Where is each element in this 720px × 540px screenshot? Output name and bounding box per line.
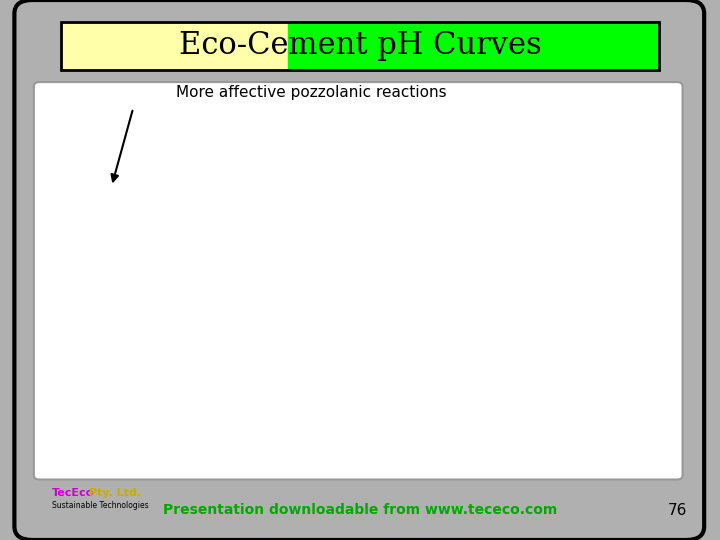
Text: Pty. Ltd.: Pty. Ltd.: [85, 488, 141, 498]
FancyBboxPatch shape: [34, 82, 683, 480]
Text: Presentation downloadable from www.tececo.com: Presentation downloadable from www.tecec…: [163, 503, 557, 517]
Text: 76: 76: [668, 503, 688, 518]
Text: TecEco: TecEco: [52, 488, 94, 498]
Text: Sustainable Technologies: Sustainable Technologies: [52, 502, 148, 510]
Bar: [288, 22, 659, 70]
FancyBboxPatch shape: [14, 0, 704, 540]
Text: More affective pozzolanic reactions: More affective pozzolanic reactions: [176, 85, 447, 100]
Bar: [61, 22, 659, 70]
Text: Eco-Cement pH Curves: Eco-Cement pH Curves: [179, 30, 541, 62]
Bar: [61, 22, 288, 70]
